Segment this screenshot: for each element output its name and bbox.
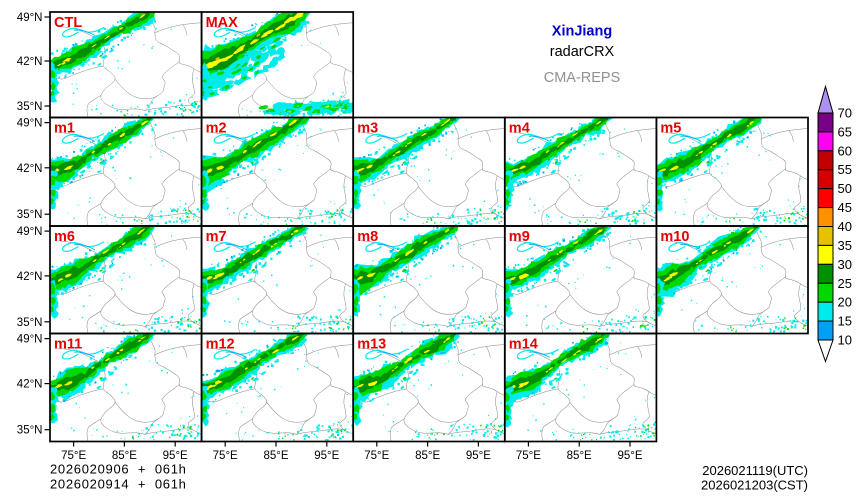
svg-text:m13: m13 (357, 337, 386, 353)
svg-text:95°E: 95°E (314, 450, 339, 462)
svg-text:m12: m12 (206, 337, 235, 353)
svg-text:10: 10 (838, 333, 852, 348)
svg-text:2026020906 + 061h: 2026020906 + 061h (50, 462, 187, 477)
svg-text:35°N: 35°N (17, 209, 43, 221)
svg-text:2026020914 + 061h: 2026020914 + 061h (50, 477, 187, 492)
svg-text:55: 55 (838, 162, 852, 177)
svg-text:m5: m5 (660, 121, 681, 137)
svg-text:95°E: 95°E (617, 450, 642, 462)
svg-text:2026021203(CST): 2026021203(CST) (701, 478, 808, 493)
svg-text:m1: m1 (54, 121, 75, 137)
svg-text:49°N: 49°N (17, 12, 43, 24)
svg-text:35°N: 35°N (17, 317, 43, 329)
svg-text:CMA-REPS: CMA-REPS (544, 70, 621, 86)
svg-text:49°N: 49°N (17, 118, 43, 130)
svg-text:85°E: 85°E (112, 450, 137, 462)
svg-text:CTL: CTL (54, 15, 82, 31)
svg-text:m3: m3 (357, 121, 378, 137)
svg-text:40: 40 (838, 219, 852, 234)
svg-text:95°E: 95°E (163, 450, 188, 462)
svg-text:42°N: 42°N (17, 379, 43, 391)
svg-text:15: 15 (838, 314, 852, 329)
svg-text:m4: m4 (509, 121, 530, 137)
svg-text:60: 60 (838, 143, 852, 158)
svg-text:42°N: 42°N (17, 56, 43, 68)
svg-text:75°E: 75°E (364, 450, 389, 462)
svg-text:75°E: 75°E (61, 450, 86, 462)
svg-text:45: 45 (838, 200, 852, 215)
svg-text:25: 25 (838, 276, 852, 291)
svg-text:m8: m8 (357, 229, 378, 245)
svg-text:2026021119(UTC): 2026021119(UTC) (702, 463, 808, 478)
svg-text:85°E: 85°E (567, 450, 592, 462)
svg-text:50: 50 (838, 181, 852, 196)
svg-text:radarCRX: radarCRX (550, 44, 615, 60)
svg-text:49°N: 49°N (17, 226, 43, 238)
svg-text:m11: m11 (54, 337, 82, 353)
svg-text:MAX: MAX (206, 15, 239, 31)
svg-text:49°N: 49°N (17, 334, 43, 346)
svg-text:m6: m6 (54, 229, 75, 245)
svg-text:m7: m7 (206, 229, 227, 245)
svg-text:65: 65 (838, 124, 852, 139)
svg-text:m10: m10 (660, 229, 689, 245)
svg-text:35°N: 35°N (17, 101, 43, 113)
svg-text:42°N: 42°N (17, 163, 43, 175)
svg-text:35: 35 (838, 238, 852, 253)
svg-text:85°E: 85°E (263, 450, 288, 462)
svg-text:75°E: 75°E (213, 450, 238, 462)
svg-text:m14: m14 (509, 337, 538, 353)
svg-text:35°N: 35°N (17, 425, 43, 437)
svg-text:30: 30 (838, 257, 852, 272)
svg-text:42°N: 42°N (17, 271, 43, 283)
svg-text:m2: m2 (206, 121, 227, 137)
svg-text:85°E: 85°E (415, 450, 440, 462)
svg-text:20: 20 (838, 295, 852, 310)
svg-text:70: 70 (838, 106, 852, 121)
svg-text:75°E: 75°E (516, 450, 541, 462)
svg-text:XinJiang: XinJiang (552, 24, 612, 40)
svg-text:m9: m9 (509, 229, 530, 245)
svg-text:95°E: 95°E (466, 450, 491, 462)
